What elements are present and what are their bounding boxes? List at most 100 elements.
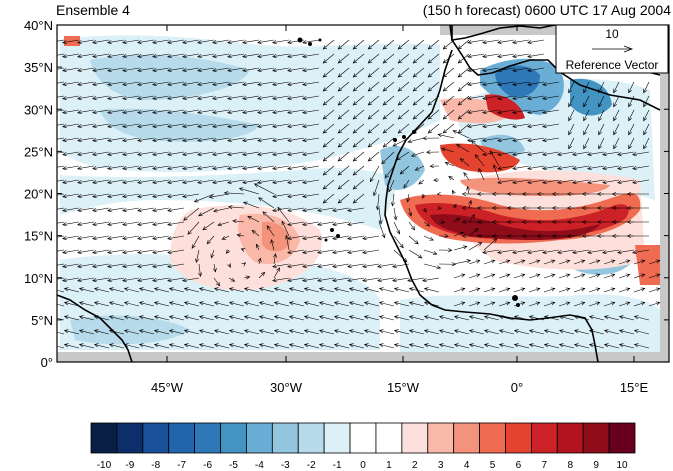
wind-vector-head — [476, 233, 482, 239]
wind-vector — [202, 221, 215, 231]
wind-vector-head — [197, 96, 202, 101]
wind-vector-head — [257, 110, 262, 115]
wind-vector — [338, 39, 350, 50]
wind-vector — [497, 151, 515, 155]
wind-vector — [558, 274, 570, 279]
wind-vector — [364, 302, 380, 307]
wind-vector-head — [557, 250, 562, 255]
wind-vector — [632, 151, 650, 155]
wind-vector-head — [276, 267, 281, 272]
wind-vector — [152, 193, 170, 197]
y-tick-label: 20°N — [24, 187, 53, 202]
wind-vector — [137, 221, 155, 225]
wind-vector-head — [287, 264, 292, 269]
wind-vector-head — [255, 243, 260, 249]
wind-vector — [454, 330, 470, 335]
wind-vector-head — [322, 157, 328, 162]
wind-vector — [468, 242, 483, 251]
wind-vector-head — [557, 152, 562, 157]
wind-vector — [272, 151, 290, 155]
wind-vector — [448, 176, 455, 181]
wind-vector-head — [506, 205, 512, 211]
wind-vector — [514, 330, 530, 335]
wind-vector-head — [628, 102, 632, 108]
wind-vector-head — [138, 301, 144, 306]
wind-vector-head — [182, 96, 187, 101]
wind-vector — [323, 81, 335, 92]
wind-vector — [392, 277, 410, 281]
wind-vector-head — [397, 101, 403, 106]
wind-vector — [257, 123, 275, 127]
wind-vector-head — [399, 170, 405, 175]
wind-vector-head — [476, 191, 482, 197]
wind-vector-head — [628, 116, 632, 122]
wind-vector-head — [482, 82, 487, 87]
wind-vector — [229, 302, 245, 307]
wind-vector — [497, 81, 515, 85]
wind-vector — [469, 330, 485, 335]
wind-vector — [409, 330, 425, 335]
wind-vector-head — [137, 124, 142, 129]
wind-vector-head — [212, 124, 217, 129]
wind-vector — [633, 288, 645, 293]
colorbar-swatch — [297, 422, 325, 454]
wind-vector-head — [505, 259, 511, 264]
wind-vector-head — [287, 278, 292, 283]
wind-vector-head — [92, 180, 97, 185]
wind-vector — [632, 179, 650, 183]
wind-vector-head — [152, 96, 157, 101]
islands — [297, 37, 520, 307]
wind-vector-head — [227, 110, 232, 115]
wind-vector — [528, 302, 540, 307]
wind-vector — [257, 109, 275, 113]
wind-vector — [648, 274, 660, 279]
wind-vector — [211, 249, 215, 258]
wind-vector — [362, 277, 380, 281]
wind-vector — [413, 39, 425, 50]
wind-vector — [377, 263, 395, 267]
wind-vector — [212, 123, 230, 127]
wind-vector — [167, 179, 185, 183]
wind-vector — [302, 193, 320, 197]
wind-vector-head — [317, 264, 322, 269]
wind-vector — [242, 95, 260, 99]
wind-vector-head — [613, 130, 617, 136]
wind-vector-head — [427, 87, 433, 92]
wind-vector — [286, 235, 290, 251]
wind-vector — [458, 81, 470, 92]
wind-vector — [57, 207, 65, 210]
wind-vector — [77, 263, 95, 267]
wind-vector-head — [93, 287, 99, 292]
colorbar-swatch — [194, 422, 221, 454]
wind-vector — [107, 151, 125, 155]
wind-vector — [393, 207, 397, 220]
island — [402, 135, 406, 139]
wind-vector-head — [138, 287, 144, 292]
wind-vector — [257, 165, 275, 169]
wind-vector-head — [257, 138, 262, 143]
wind-vector — [467, 53, 485, 57]
wind-vector-head — [153, 287, 159, 292]
wind-vector-head — [363, 343, 369, 348]
wind-vector-head — [367, 73, 373, 78]
wind-vector-head — [369, 177, 374, 183]
wind-vector-head — [352, 115, 358, 120]
wind-vector — [152, 221, 170, 225]
wind-vector-head — [595, 301, 601, 306]
wind-vector-head — [63, 343, 69, 348]
wind-vector — [527, 165, 545, 169]
wind-vector — [603, 288, 615, 293]
wind-vector — [424, 316, 440, 321]
wind-vector — [368, 39, 380, 50]
wind-vector-head — [152, 250, 157, 255]
wind-vector-head — [92, 124, 97, 129]
wind-vector-head — [542, 152, 547, 157]
wind-vector — [368, 137, 380, 148]
wind-vector-head — [448, 176, 453, 181]
wind-vector-head — [513, 329, 519, 334]
wind-vector — [242, 39, 260, 43]
wind-vector — [154, 302, 170, 307]
wind-vector — [454, 344, 470, 349]
wind-vector-head — [48, 166, 52, 169]
wind-vector — [287, 193, 305, 197]
